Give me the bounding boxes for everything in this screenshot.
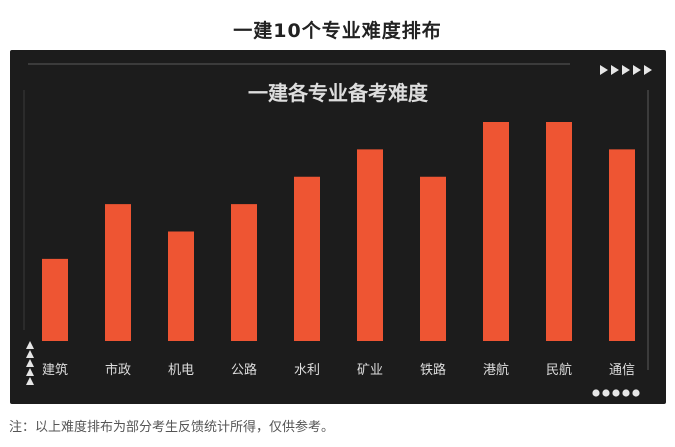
- x-tick-label: 铁路: [420, 362, 446, 378]
- chart-title: 一建各专业备考难度: [248, 81, 429, 105]
- bar-8: [546, 122, 572, 341]
- x-tick-label: 矿业: [357, 363, 383, 378]
- bar-2: [168, 231, 194, 341]
- bar-3: [231, 204, 257, 341]
- chart-panel: 一建各专业备考难度 建筑 市政 机电 公路 水利 矿业 铁路 港航 民航 通信: [10, 50, 666, 404]
- bar-9: [609, 149, 635, 341]
- x-tick-label: 公路: [231, 362, 257, 378]
- x-tick-label: 民航: [546, 362, 572, 378]
- bar-0: [42, 258, 68, 341]
- triangle-arrows-icon: [600, 65, 652, 75]
- x-tick-label: 水利: [294, 363, 320, 378]
- x-tick-label: 通信: [609, 363, 635, 378]
- footnote: 注：以上难度排布为部分考生反馈统计所得，仅供参考。: [9, 420, 335, 435]
- x-tick-label: 建筑: [42, 362, 68, 378]
- dots-icon: [592, 389, 640, 397]
- page-title: 一建10个专业难度排布: [233, 20, 442, 42]
- bar-1: [105, 204, 131, 341]
- bar-4: [294, 176, 320, 341]
- bar-7: [483, 122, 509, 341]
- x-tick-label: 港航: [483, 362, 509, 378]
- bar-chart: 一建各专业备考难度 建筑 市政 机电 公路 水利 矿业 铁路 港航 民航 通信: [23, 63, 652, 397]
- x-tick-label: 市政: [105, 362, 131, 378]
- x-tick-label: 机电: [168, 363, 194, 378]
- bar-5: [357, 149, 383, 341]
- stacked-triangles-icon: [26, 341, 34, 385]
- bar-6: [420, 176, 446, 341]
